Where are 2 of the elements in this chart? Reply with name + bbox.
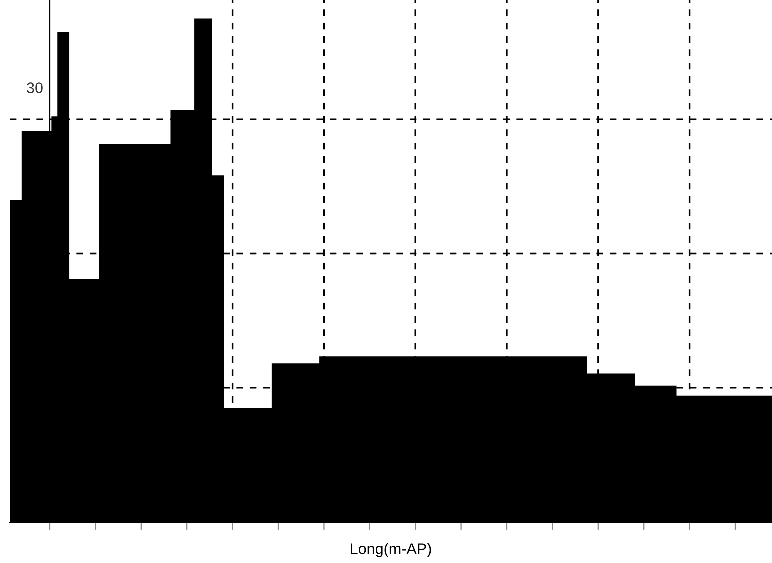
annotation: 30 (27, 82, 43, 94)
x-axis-title: Long(m-AP) (351, 543, 432, 558)
